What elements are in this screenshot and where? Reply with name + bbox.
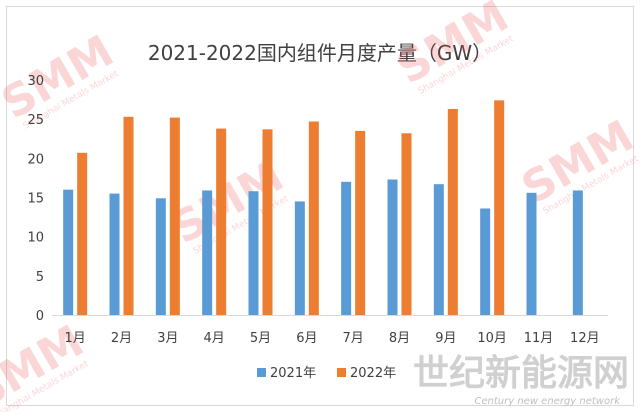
legend-swatch (337, 368, 346, 377)
bar-2021年-9月 (433, 184, 444, 315)
y-tick-label: 5 (36, 270, 44, 285)
bar-2021年-6月 (294, 201, 305, 315)
legend: 2021年 2022年 (257, 366, 396, 381)
bar-2021年-5月 (248, 191, 259, 315)
y-axis: 0 5 10 15 20 25 30 (27, 74, 44, 324)
x-tick-label: 2月 (111, 331, 132, 346)
y-tick-label: 25 (27, 113, 44, 128)
x-tick-label: 6月 (296, 331, 317, 346)
bar-2021年-7月 (341, 181, 352, 315)
x-tick-label: 8月 (389, 331, 410, 346)
legend-label: 2021年 (270, 366, 316, 381)
bar-2022年-4月 (216, 128, 227, 315)
bar-2022年-7月 (355, 130, 366, 315)
y-tick-label: 0 (36, 309, 44, 324)
y-tick-label: 15 (27, 192, 44, 207)
x-tick-label: 1月 (65, 331, 86, 346)
y-tick-label: 20 (27, 152, 44, 167)
bar-2021年-12月 (572, 190, 583, 315)
bar-2021年-10月 (480, 208, 491, 315)
bar-2021年-3月 (155, 198, 166, 315)
x-tick-label: 5月 (250, 331, 271, 346)
bar-2022年-10月 (494, 100, 505, 315)
bar-2022年-1月 (77, 152, 88, 315)
x-axis: 1月 2月 3月 4月 5月 6月 7月 8月 9月 10月 11月 12月 (52, 315, 608, 346)
y-tick-label: 30 (27, 74, 44, 89)
y-tick-label: 10 (27, 231, 44, 246)
bar-2022年-9月 (447, 108, 458, 315)
x-tick-label: 7月 (343, 331, 364, 346)
bar-2021年-4月 (202, 190, 213, 315)
x-tick-label: 3月 (157, 331, 178, 346)
bar-2022年-2月 (123, 116, 134, 315)
bars-group (63, 100, 583, 316)
x-tick-label: 4月 (204, 331, 225, 346)
site-watermark-en: Century new energy network (474, 396, 621, 407)
site-watermark-cn: 世纪新能源网 (413, 353, 629, 394)
site-watermark: 世纪新能源网 Century new energy network (413, 353, 629, 407)
bar-2021年-1月 (63, 189, 74, 315)
legend-label: 2022年 (350, 366, 396, 381)
x-tick-label: 11月 (524, 331, 554, 346)
bar-2022年-6月 (308, 121, 319, 316)
legend-swatch (257, 368, 266, 377)
bar-2022年-5月 (262, 129, 273, 315)
x-tick-label: 9月 (435, 331, 456, 346)
bar-2021年-2月 (109, 193, 120, 315)
bar-2022年-8月 (401, 133, 412, 315)
x-tick-label: 10月 (477, 331, 507, 346)
bar-2021年-11月 (526, 192, 537, 315)
bar-2022年-3月 (169, 117, 180, 315)
x-tick-label: 12月 (570, 331, 600, 346)
chart-title: 2021-2022国内组件月度产量（GW） (147, 41, 493, 65)
bar-2021年-8月 (387, 179, 398, 315)
